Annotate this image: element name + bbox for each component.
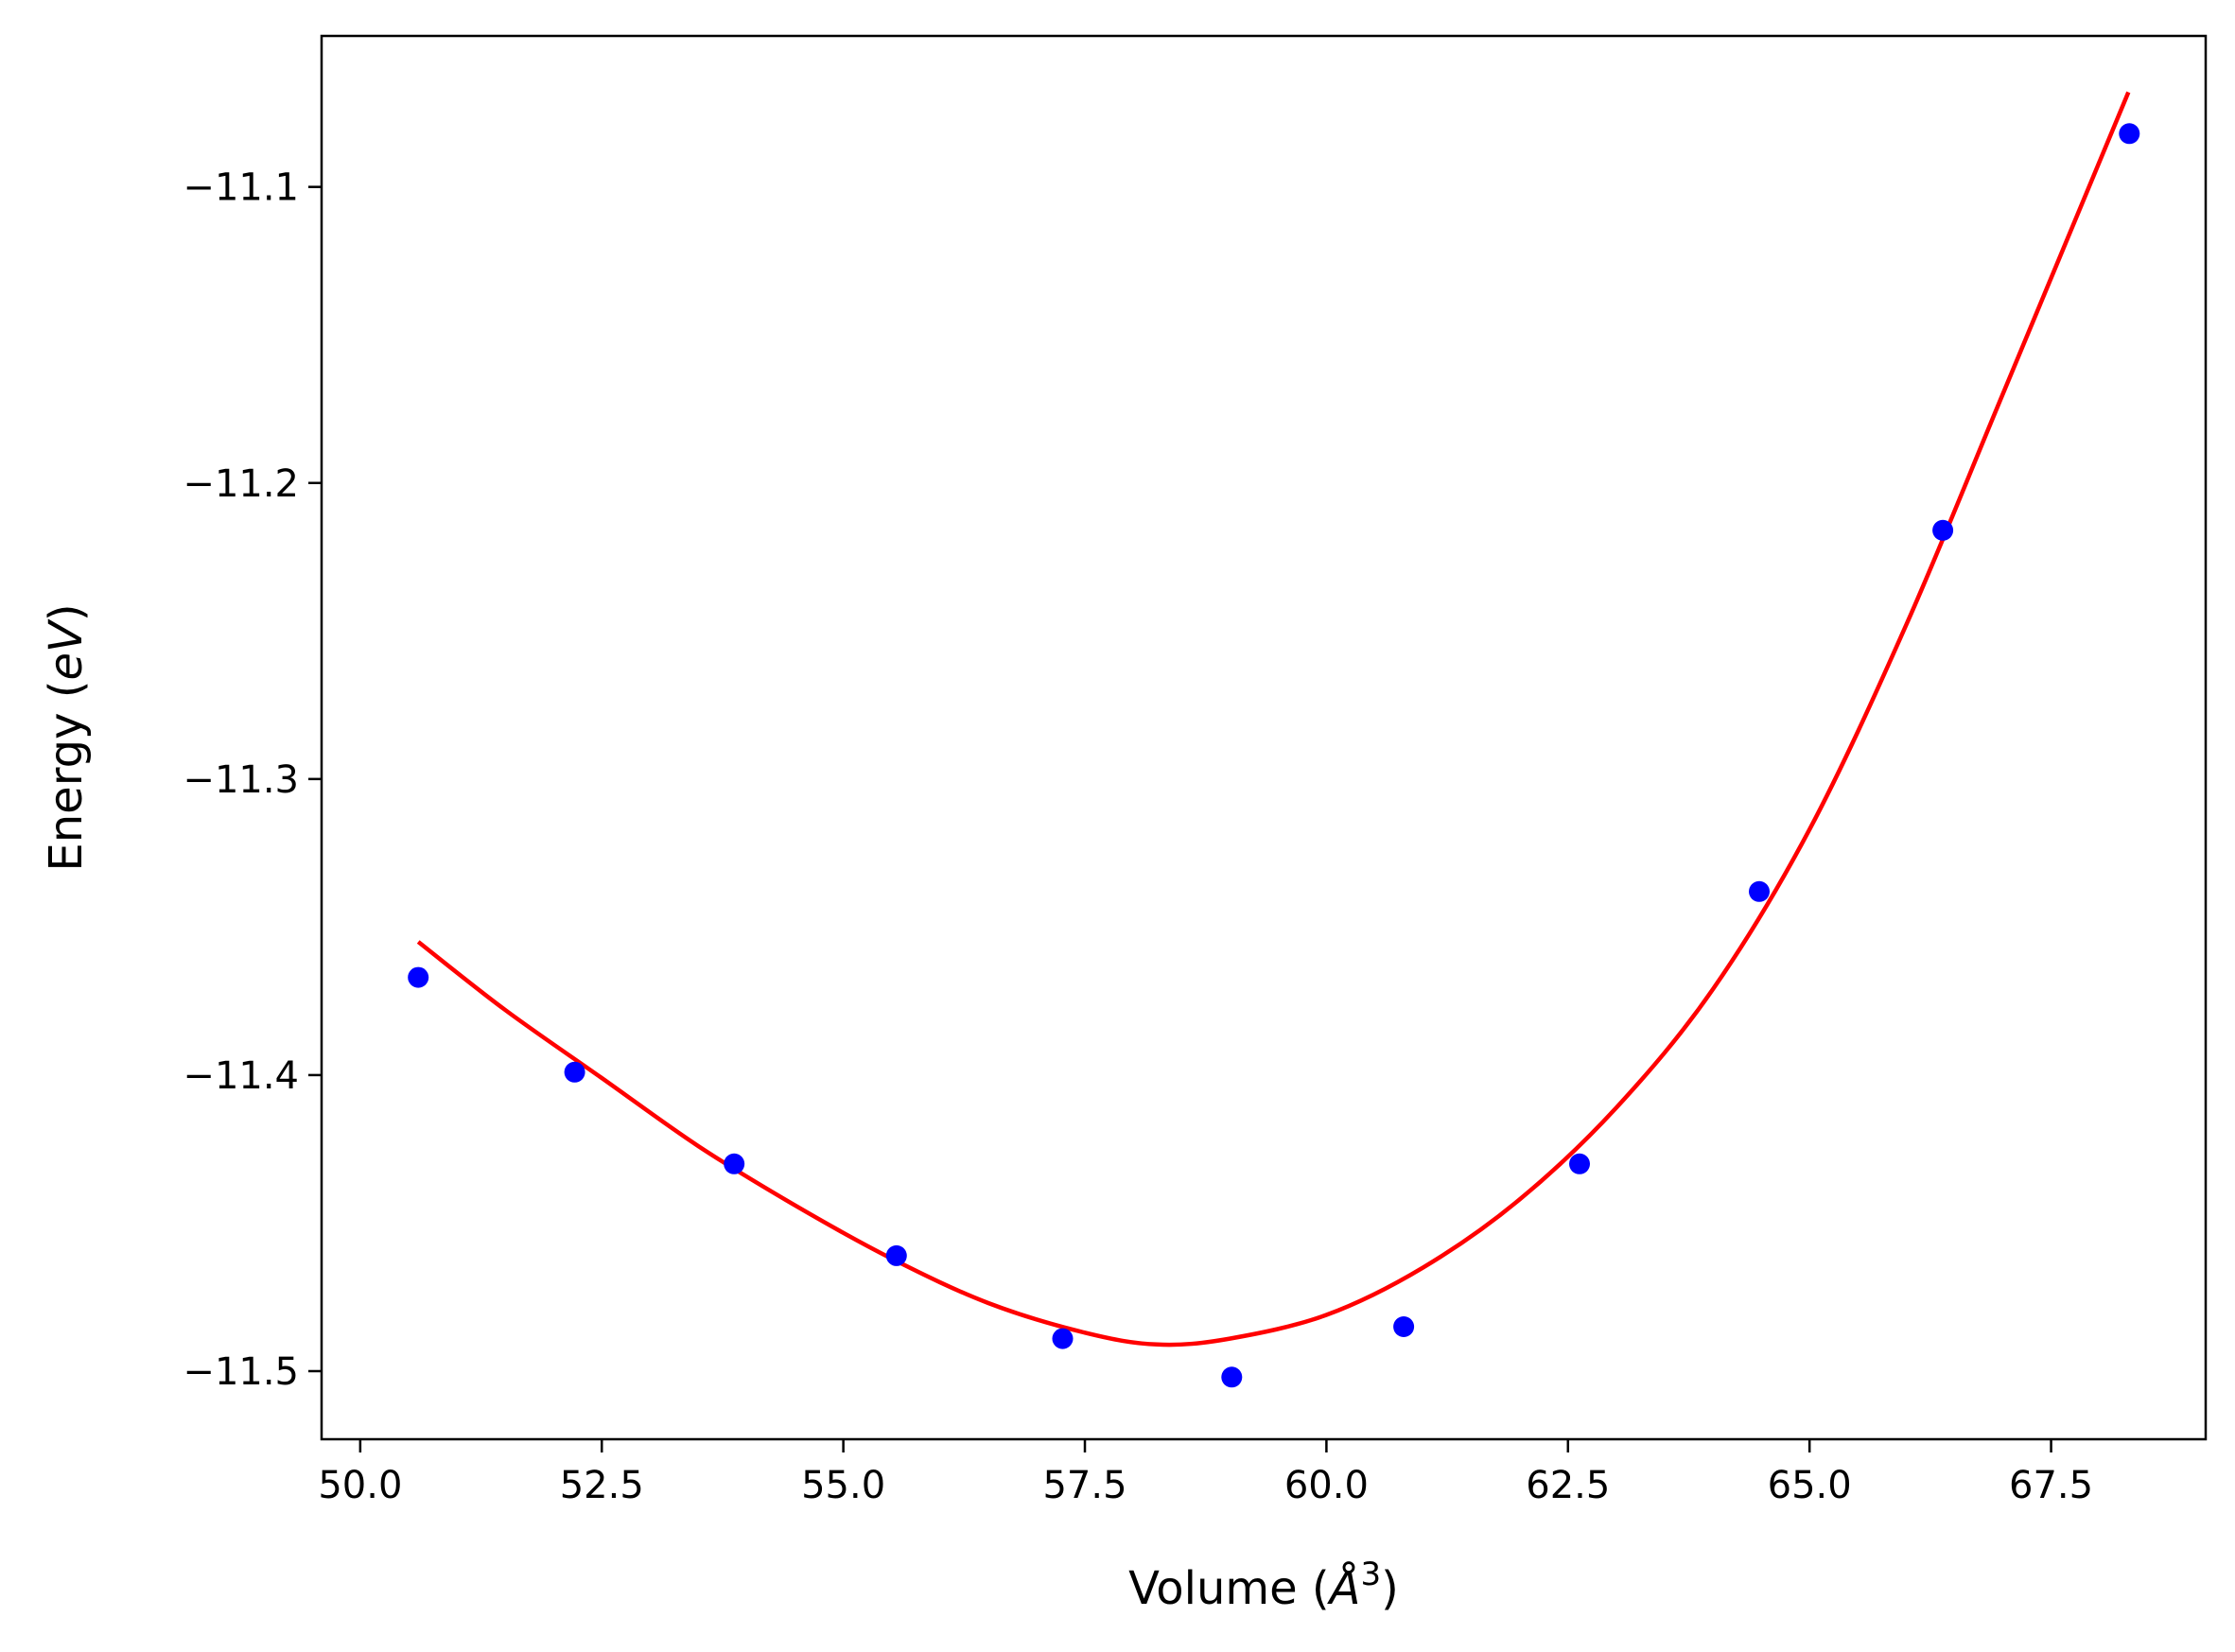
y-tick-label: −11.4: [183, 1054, 299, 1098]
data-point: [885, 1244, 907, 1266]
data-point: [1052, 1328, 1074, 1349]
data-point: [1749, 880, 1770, 902]
data-point: [724, 1153, 745, 1174]
x-tick-label: 52.5: [560, 1464, 644, 1507]
data-points: [408, 123, 2140, 1388]
data-point: [1932, 519, 1954, 541]
x-tick-label: 57.5: [1042, 1464, 1126, 1507]
data-point: [1221, 1366, 1243, 1388]
y-tick-label: −11.5: [183, 1350, 299, 1394]
x-tick-label: 62.5: [1526, 1464, 1610, 1507]
x-tick-label: 65.0: [1768, 1464, 1852, 1507]
data-point: [408, 966, 429, 988]
y-tick-label: −11.1: [183, 166, 299, 210]
fit-curve-line: [416, 91, 2131, 1348]
plot-area: [322, 36, 2206, 1439]
x-tick-label: 60.0: [1284, 1464, 1369, 1507]
x-axis-ticks: 50.0 52.5 55.0 57.5 60.0 62.5 65.0 67.5: [318, 1439, 2093, 1507]
x-axis-label: Volume (Å3): [1128, 1556, 1399, 1615]
x-tick-label: 55.0: [801, 1464, 885, 1507]
data-point: [1393, 1316, 1415, 1337]
plot-frame: [320, 34, 2208, 1441]
data-point: [2119, 123, 2140, 145]
x-tick-label: 67.5: [2009, 1464, 2093, 1507]
y-axis-label: Energy (eV): [40, 603, 93, 871]
y-tick-label: −11.2: [183, 462, 299, 506]
y-axis-ticks: −11.1 −11.2 −11.3 −11.4 −11.5: [183, 166, 322, 1394]
x-tick-label: 50.0: [318, 1464, 402, 1507]
data-point: [564, 1061, 585, 1083]
y-tick-label: −11.3: [183, 758, 299, 802]
data-point: [1569, 1153, 1590, 1174]
